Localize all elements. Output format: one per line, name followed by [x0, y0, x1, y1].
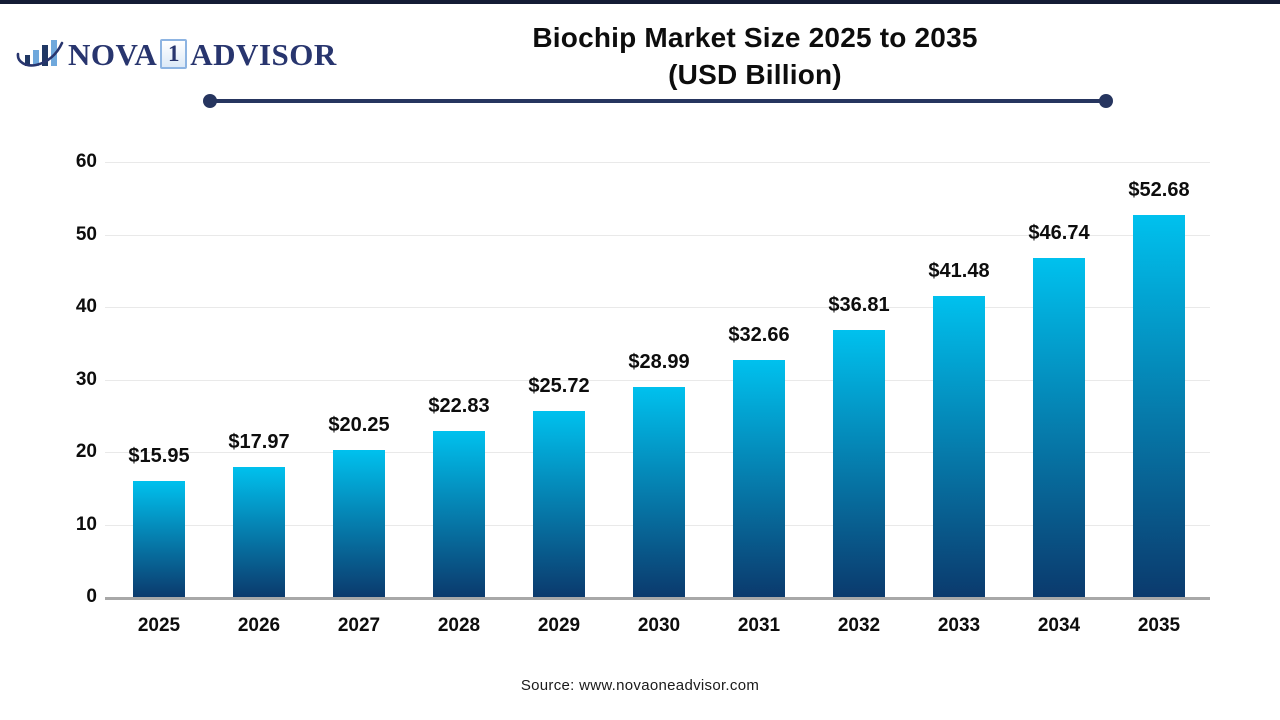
bar-2027	[333, 450, 385, 597]
x-axis-label-2028: 2028	[437, 615, 481, 636]
gridline-40	[105, 307, 1210, 308]
bar-2032	[833, 330, 885, 597]
bar-2029	[533, 411, 585, 597]
bar-value-label-2032: $36.81	[828, 294, 890, 316]
bar-value-label-2029: $25.72	[528, 375, 590, 397]
logo-text-nova: NOVA	[68, 36, 158, 72]
x-axis-label-2031: 2031	[737, 615, 781, 636]
logo-one-badge: 1	[160, 39, 188, 69]
bar-value-label-2026: $17.97	[228, 431, 290, 453]
x-axis-label-2032: 2032	[837, 615, 881, 636]
x-axis-label-2025: 2025	[137, 615, 181, 636]
x-axis-label-2030: 2030	[637, 615, 681, 636]
bar-2028	[433, 431, 485, 597]
gridline-50	[105, 235, 1210, 236]
bar-2035	[1133, 215, 1185, 597]
bar-value-label-2025: $15.95	[128, 445, 190, 467]
chart-title-line1: Biochip Market Size 2025 to 2035	[532, 22, 978, 53]
bar-value-label-2027: $20.25	[328, 414, 390, 436]
bar-value-label-2031: $32.66	[728, 324, 790, 346]
chart-title: Biochip Market Size 2025 to 2035 (USD Bi…	[340, 19, 1170, 93]
y-axis-tick-label-40: 40	[75, 296, 97, 317]
y-axis-tick-label-0: 0	[86, 586, 97, 607]
top-accent-bar	[0, 0, 1280, 4]
bar-2031	[733, 360, 785, 597]
bar-value-label-2030: $28.99	[628, 351, 690, 373]
logo: NOVA 1 ADVISOR	[16, 34, 337, 74]
bar-2030	[633, 387, 685, 597]
bar-value-label-2028: $22.83	[428, 395, 490, 417]
bar-chart-swoosh-icon	[16, 40, 64, 67]
gridline-60	[105, 162, 1210, 163]
x-axis-label-2026: 2026	[237, 615, 281, 636]
gridline-30	[105, 380, 1210, 381]
x-axis-label-2029: 2029	[537, 615, 581, 636]
y-axis-tick-label-10: 10	[75, 514, 97, 535]
x-axis-baseline	[105, 597, 1210, 600]
bar-value-label-2033: $41.48	[928, 260, 990, 282]
bar-2034	[1033, 258, 1085, 597]
bar-2026	[233, 467, 285, 597]
x-axis-label-2027: 2027	[337, 615, 381, 636]
y-axis-tick-label-60: 60	[75, 151, 97, 172]
y-axis-tick-label-50: 50	[75, 224, 97, 245]
bar-2025	[133, 481, 185, 597]
title-divider-line	[203, 94, 1113, 108]
x-axis-label-2033: 2033	[937, 615, 981, 636]
bar-value-label-2034: $46.74	[1028, 222, 1090, 244]
logo-text-advisor: ADVISOR	[190, 36, 337, 72]
bar-2033	[933, 296, 985, 597]
chart-title-line2: (USD Billion)	[668, 59, 842, 90]
x-axis-label-2035: 2035	[1137, 615, 1181, 636]
bar-value-label-2035: $52.68	[1128, 179, 1190, 201]
divider-dot-left	[203, 94, 217, 108]
divider-dot-right	[1099, 94, 1113, 108]
x-axis-label-2034: 2034	[1037, 615, 1081, 636]
y-axis-tick-label-20: 20	[75, 441, 97, 462]
y-axis-tick-label-30: 30	[75, 369, 97, 390]
source-attribution: Source: www.novaoneadvisor.com	[520, 677, 760, 694]
